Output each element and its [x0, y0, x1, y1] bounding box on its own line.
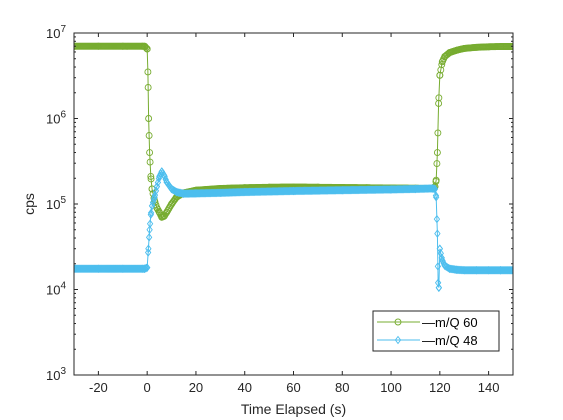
series-1-marker — [165, 205, 173, 213]
series-2-point — [434, 278, 442, 287]
y-tick-label: 103 — [46, 366, 66, 383]
series-2-marker — [437, 249, 444, 258]
series-2-point — [441, 261, 448, 270]
legend-label: —m/Q 48 — [422, 333, 478, 348]
series-2-point — [156, 172, 163, 181]
series-2-point — [95, 264, 102, 273]
series-2-point — [431, 184, 439, 194]
series-2-marker — [430, 184, 438, 194]
y-tick-label: 107 — [46, 24, 66, 41]
series-2-point — [453, 265, 461, 275]
series-2-point — [153, 182, 161, 191]
series-2-line — [74, 170, 513, 288]
series-2-point — [144, 263, 151, 272]
y-axis-title: cps — [21, 193, 37, 215]
series-2 — [74, 167, 513, 292]
ticks-layer: -20 0 20 40 60 80 100 120 140 103 104 105 106 107 — [46, 24, 513, 395]
series-2-point — [439, 255, 446, 265]
x-tick-label: 140 — [478, 380, 500, 395]
x-tick-label: 80 — [335, 380, 349, 395]
series-1-marker — [141, 43, 149, 51]
series-2-point — [290, 186, 297, 196]
series-1-marker — [437, 66, 445, 74]
series-1-point — [446, 49, 454, 57]
series-2-point — [485, 265, 492, 275]
series-2-point — [217, 188, 224, 198]
x-tick-label: -20 — [89, 380, 108, 395]
series-2-point — [412, 184, 419, 194]
legend: —m/Q 60 —m/Q 48 — [372, 310, 500, 352]
x-tick-label: 20 — [189, 380, 203, 395]
series-2-point — [168, 184, 175, 194]
series-2-point — [192, 189, 200, 198]
series-2-point — [473, 265, 480, 275]
series-2-point — [461, 265, 468, 275]
series-1-line — [74, 45, 513, 218]
series-1-point — [453, 46, 461, 54]
series-2-point — [497, 265, 504, 275]
series-2-marker — [508, 265, 513, 275]
legend-box — [372, 310, 500, 352]
x-tick-label: 0 — [144, 380, 151, 395]
x-axis-title: Time Elapsed (s) — [241, 401, 346, 417]
series-1-point — [168, 200, 176, 208]
legend-swatch-marker — [394, 335, 402, 345]
series-2-point — [151, 192, 158, 202]
series-1-marker — [142, 44, 150, 52]
legend-swatch-marker — [394, 318, 402, 326]
series-1-marker — [438, 61, 446, 68]
series-2-point — [161, 171, 168, 180]
legend-label: —m/Q 60 — [422, 315, 478, 330]
series-2-point — [139, 264, 146, 273]
x-tick-label: 120 — [429, 380, 451, 395]
series-2-marker — [143, 263, 150, 273]
series-2-point — [339, 185, 346, 195]
series-1-point — [163, 208, 171, 216]
x-tick-label: 100 — [380, 380, 402, 395]
x-tick-label: 60 — [286, 380, 300, 395]
series-2-point — [163, 177, 170, 187]
series-2-point — [74, 264, 78, 273]
series-2-point — [119, 264, 126, 273]
series-2-point — [509, 265, 513, 275]
series-layer — [74, 42, 513, 292]
series-2-point — [387, 185, 395, 194]
series-2-point — [429, 184, 436, 193]
y-tick-label: 105 — [46, 195, 66, 212]
series-2-point — [241, 187, 248, 197]
y-tick-label: 106 — [46, 110, 66, 127]
y-tick-label: 104 — [46, 281, 66, 298]
series-1-marker — [152, 201, 160, 209]
series-1-marker — [164, 207, 172, 215]
x-tick-label: 40 — [237, 380, 251, 395]
series-1-point — [441, 53, 449, 61]
series-2-point — [435, 283, 443, 292]
series-2-point — [180, 189, 187, 198]
